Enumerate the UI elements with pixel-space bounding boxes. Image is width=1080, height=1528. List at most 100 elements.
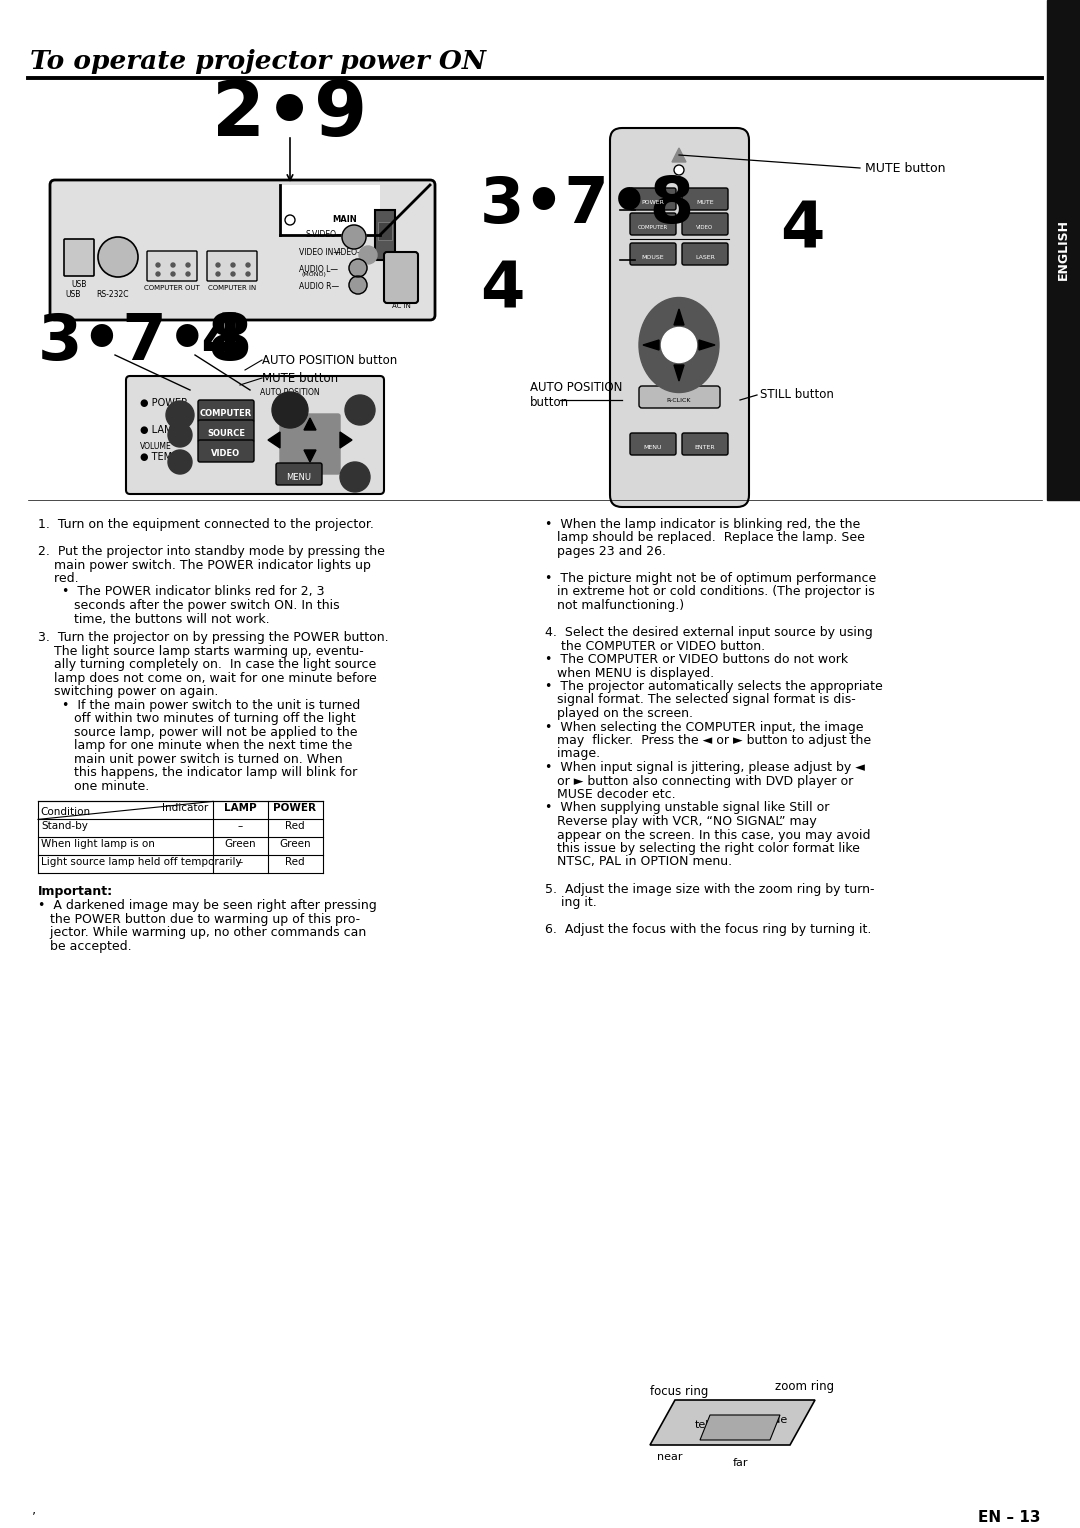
Circle shape [345,396,375,425]
Polygon shape [699,341,715,350]
Polygon shape [650,1400,815,1445]
FancyBboxPatch shape [639,387,720,408]
Text: far: far [732,1458,747,1468]
Text: pages 23 and 26.: pages 23 and 26. [545,545,666,558]
Text: To operate projector power ON: To operate projector power ON [30,49,486,75]
Text: 3•7•8: 3•7•8 [480,174,696,235]
Text: 3•7•8: 3•7•8 [38,312,253,373]
Text: 5.  Adjust the image size with the zoom ring by turn-: 5. Adjust the image size with the zoom r… [545,883,875,895]
Text: when MENU is displayed.: when MENU is displayed. [545,666,714,680]
Circle shape [674,165,684,176]
Ellipse shape [661,327,697,362]
Text: AUTO POSITION: AUTO POSITION [260,388,320,397]
Text: MENU: MENU [644,445,662,451]
Text: MUTE button: MUTE button [262,371,338,385]
FancyBboxPatch shape [630,243,676,264]
Circle shape [216,272,220,277]
FancyBboxPatch shape [630,188,676,209]
Text: –: – [238,822,243,831]
Text: signal format. The selected signal format is dis-: signal format. The selected signal forma… [545,694,855,706]
Text: 6.  Adjust the focus with the focus ring by turning it.: 6. Adjust the focus with the focus ring … [545,923,872,937]
Circle shape [246,263,249,267]
Text: the POWER button due to warming up of this pro-: the POWER button due to warming up of th… [38,912,360,926]
Text: or ► button also connecting with DVD player or: or ► button also connecting with DVD pla… [545,775,853,787]
Circle shape [359,246,377,264]
FancyBboxPatch shape [50,180,435,319]
Text: be accepted.: be accepted. [38,940,132,953]
Circle shape [285,215,295,225]
Text: •  The POWER indicator blinks red for 2, 3: • The POWER indicator blinks red for 2, … [38,585,324,599]
Text: 1.  Turn on the equipment connected to the projector.: 1. Turn on the equipment connected to th… [38,518,374,532]
Text: ENTER: ENTER [694,445,715,451]
Bar [375,209,395,260]
Text: 2•9: 2•9 [213,78,367,151]
Text: VOLUME: VOLUME [140,442,172,451]
Text: played on the screen.: played on the screen. [545,707,693,720]
Text: MUTE: MUTE [697,200,714,205]
Bar [1047,0,1080,500]
Text: Green: Green [225,839,256,850]
Text: seconds after the power switch ON. In this: seconds after the power switch ON. In th… [38,599,339,613]
FancyBboxPatch shape [198,400,254,422]
Text: RS-232C: RS-232C [96,290,129,299]
Polygon shape [643,341,659,350]
Text: •  A darkened image may be seen right after pressing: • A darkened image may be seen right aft… [38,900,377,912]
Text: MUTE button: MUTE button [865,162,945,174]
Text: Green: Green [280,839,311,850]
Text: time, the buttons will not work.: time, the buttons will not work. [38,613,270,625]
Text: wide: wide [761,1415,788,1426]
FancyBboxPatch shape [198,420,254,442]
Text: off within two minutes of turning off the light: off within two minutes of turning off th… [38,712,355,726]
Text: red.: red. [38,571,79,585]
Circle shape [340,461,370,492]
Text: POSITION: POSITION [275,410,305,416]
Text: When light lamp is on: When light lamp is on [41,839,154,850]
Circle shape [171,272,175,277]
Circle shape [171,263,175,267]
Circle shape [349,277,367,293]
Text: MUSE decoder etc.: MUSE decoder etc. [545,788,676,801]
Text: Light source lamp held off temporarily: Light source lamp held off temporarily [41,857,242,868]
FancyBboxPatch shape [126,376,384,494]
Text: (MONO): (MONO) [302,272,327,277]
Text: R-CLICK: R-CLICK [666,397,691,403]
Text: lamp should be replaced.  Replace the lamp. See: lamp should be replaced. Replace the lam… [545,532,865,544]
Text: tele: tele [694,1420,716,1430]
Text: •  If the main power switch to the unit is turned: • If the main power switch to the unit i… [38,698,361,712]
Circle shape [166,400,194,429]
Text: VIDEO—: VIDEO— [334,248,366,257]
Text: SOURCE: SOURCE [207,429,245,439]
Circle shape [342,225,366,249]
FancyBboxPatch shape [681,188,728,209]
Circle shape [216,263,220,267]
Text: VIDEO: VIDEO [212,449,241,458]
Circle shape [246,272,249,277]
FancyBboxPatch shape [384,252,418,303]
Text: LASER: LASER [696,255,715,260]
Circle shape [186,263,190,267]
Text: 4.  Select the desired external input source by using: 4. Select the desired external input sou… [545,626,873,639]
Text: COMPUTER IN: COMPUTER IN [207,286,256,290]
FancyBboxPatch shape [610,128,750,507]
FancyBboxPatch shape [64,238,94,277]
Text: +: + [174,423,187,437]
FancyBboxPatch shape [276,463,322,484]
Bar [280,185,380,235]
Text: focus ring: focus ring [650,1384,708,1398]
Text: 4: 4 [480,260,525,321]
Text: ENTER: ENTER [343,471,366,477]
Text: Important:: Important: [38,885,113,898]
Text: not malfunctioning.): not malfunctioning.) [545,599,684,613]
Text: Stand-by: Stand-by [41,822,87,831]
Text: MOUSE: MOUSE [642,255,664,260]
Text: AUDIO L—: AUDIO L— [299,264,338,274]
Text: COMPUTER OUT: COMPUTER OUT [144,286,200,290]
Text: AUDIO R—: AUDIO R— [299,283,339,290]
Polygon shape [303,451,316,461]
Text: •  The picture might not be of optimum performance: • The picture might not be of optimum pe… [545,571,876,585]
FancyBboxPatch shape [280,414,340,474]
Text: USB: USB [65,290,80,299]
Text: AC IN: AC IN [392,303,410,309]
FancyBboxPatch shape [681,432,728,455]
Text: ● POWER: ● POWER [140,397,188,408]
